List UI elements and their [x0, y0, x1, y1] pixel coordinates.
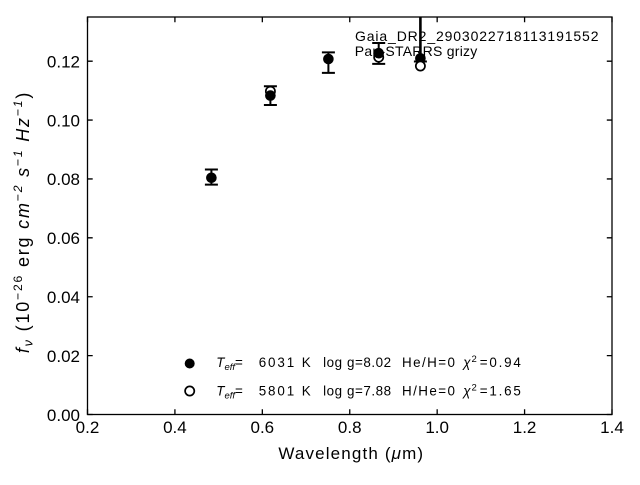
svg-text:0.12: 0.12: [47, 53, 80, 72]
svg-text:Teff=: Teff=: [216, 355, 243, 373]
svg-text:1.2: 1.2: [513, 418, 537, 437]
svg-text:0.2: 0.2: [76, 418, 100, 437]
svg-text:1.4: 1.4: [600, 418, 624, 437]
svg-text:Wavelength (μm): Wavelength (μm): [278, 444, 424, 463]
svg-text:H/He=0: H/He=0: [402, 384, 455, 399]
svg-text:0.4: 0.4: [163, 418, 187, 437]
svg-text:He/H=0: He/H=0: [402, 355, 455, 370]
svg-text:χ: χ: [462, 384, 471, 399]
svg-text:0.10: 0.10: [47, 111, 80, 130]
svg-text:1.0: 1.0: [425, 418, 449, 437]
svg-text:0.06: 0.06: [47, 229, 80, 248]
svg-text:0.08: 0.08: [47, 170, 80, 189]
svg-text:χ: χ: [462, 355, 471, 370]
svg-text:0.8: 0.8: [338, 418, 362, 437]
svg-text:2: 2: [472, 354, 477, 365]
svg-text:Gaia_DR2_2903022718113191552: Gaia_DR2_2903022718113191552: [355, 28, 599, 44]
svg-text:6031 K: 6031 K: [259, 355, 311, 370]
svg-text:0.00: 0.00: [47, 406, 80, 425]
svg-text:Teff=: Teff=: [216, 384, 243, 402]
svg-text:log g=8.02: log g=8.02: [323, 355, 391, 370]
svg-text:=0.94: =0.94: [480, 355, 522, 370]
svg-text:5801 K: 5801 K: [259, 384, 311, 399]
svg-text:0.6: 0.6: [251, 418, 275, 437]
svg-text:=1.65: =1.65: [480, 384, 521, 399]
svg-text:fν (10−26 erg cm−2 s−1 Hz−1): fν (10−26 erg cm−2 s−1 Hz−1): [11, 91, 36, 353]
svg-text:2: 2: [472, 383, 477, 394]
svg-text:0.04: 0.04: [47, 288, 80, 307]
svg-text:Pan-STARRS grizy: Pan-STARRS grizy: [355, 43, 478, 59]
svg-text:0.02: 0.02: [47, 347, 80, 366]
svg-text:log g=7.88: log g=7.88: [323, 384, 391, 399]
